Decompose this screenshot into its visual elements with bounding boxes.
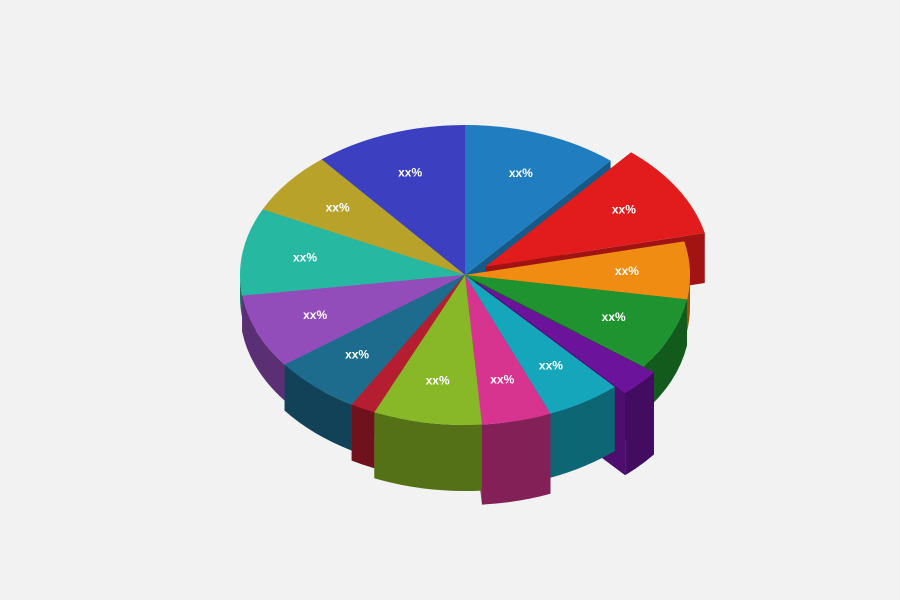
pie-wall bbox=[352, 405, 375, 469]
pie-slice-label: xx% bbox=[326, 200, 350, 214]
pie-slice-label: xx% bbox=[612, 203, 636, 217]
pie-wall bbox=[482, 414, 551, 505]
pie-slice-label: xx% bbox=[490, 372, 514, 386]
pie-slice-label: xx% bbox=[426, 374, 450, 388]
pie-slice-label: xx% bbox=[539, 359, 563, 373]
pie-slice-label: xx% bbox=[509, 166, 533, 180]
pie-slice-label: xx% bbox=[303, 308, 327, 322]
pie-slice-label: xx% bbox=[293, 250, 317, 264]
pie-3d-chart: xx% xx% xx% xx% xx% xx% xx% xx% xx% xx% xx% xx% bbox=[0, 0, 900, 600]
pie-slice-label: xx% bbox=[615, 264, 639, 278]
pie-slice-label: xx% bbox=[398, 166, 422, 180]
pie-slice-label: xx% bbox=[602, 310, 626, 324]
pie-slice-label: xx% bbox=[345, 348, 369, 362]
